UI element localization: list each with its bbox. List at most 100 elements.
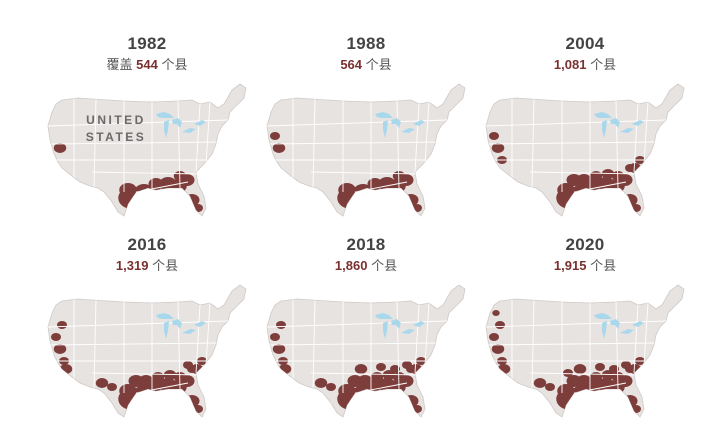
panel-year: 1982 xyxy=(127,34,167,53)
panel-1982: 1982 覆盖 544 个县 UNITED STATES xyxy=(32,34,262,234)
county-cluster xyxy=(621,361,631,369)
us-county-map xyxy=(266,83,466,217)
panel-county-count: 564 个县 xyxy=(340,57,392,72)
county-cluster xyxy=(270,132,280,140)
state-border xyxy=(49,141,219,145)
county-cluster xyxy=(492,310,500,316)
county-cluster xyxy=(128,375,144,387)
us-county-map xyxy=(266,284,466,418)
county-cluster xyxy=(314,378,328,388)
county-cluster xyxy=(159,177,177,191)
state-border xyxy=(205,302,211,366)
panel-2016: 2016 1,319 个县 xyxy=(32,235,262,435)
county-cluster xyxy=(390,365,400,373)
state-border xyxy=(414,304,420,374)
county-cluster xyxy=(376,363,386,371)
panel-2020: 2020 1,915 个县 xyxy=(470,235,700,435)
great-lakes xyxy=(594,112,644,138)
county-cluster xyxy=(491,143,505,153)
panel-year: 2018 xyxy=(346,235,386,254)
state-border xyxy=(486,119,667,127)
small-multiples-grid: 1982 覆盖 544 个县 UNITED STATES 1988 564 个县 … xyxy=(32,34,700,418)
state-border xyxy=(205,101,211,165)
county-cluster xyxy=(563,369,573,377)
state-border xyxy=(91,171,201,175)
county-cluster xyxy=(495,321,505,329)
county-cluster xyxy=(402,361,412,369)
state-border xyxy=(633,103,639,173)
county-cluster xyxy=(625,164,635,172)
county-cluster xyxy=(489,132,499,140)
county-cluster xyxy=(601,169,615,179)
state-border xyxy=(643,101,649,165)
county-cluster xyxy=(151,372,165,382)
great-lakes xyxy=(594,313,644,339)
us-landmass xyxy=(485,83,685,217)
county-cluster xyxy=(412,405,422,413)
panel-county-count: 覆盖 544 个县 xyxy=(106,57,188,72)
country-label: STATES xyxy=(86,130,147,144)
panel-year: 1988 xyxy=(346,34,386,53)
highlighted-counties xyxy=(51,321,207,413)
state-border xyxy=(49,342,219,346)
us-county-map: UNITED STATES xyxy=(47,83,247,217)
panel-county-count: 1,081 个县 xyxy=(553,57,617,72)
us-landmass xyxy=(47,83,247,217)
great-lakes xyxy=(375,313,425,339)
state-border xyxy=(643,302,649,366)
county-cluster xyxy=(370,372,384,382)
state-border xyxy=(486,320,667,328)
county-cluster xyxy=(107,383,117,391)
state-border xyxy=(267,119,448,127)
county-cluster xyxy=(609,365,619,373)
county-cluster xyxy=(53,344,67,354)
county-cluster xyxy=(589,372,603,382)
panel-2004: 2004 1,081 个县 xyxy=(470,34,700,234)
us-county-map xyxy=(485,83,685,217)
us-landmass xyxy=(266,284,466,418)
state-border xyxy=(487,342,657,346)
us-landmass xyxy=(485,284,685,418)
county-cluster xyxy=(597,378,615,392)
county-cluster xyxy=(347,375,363,387)
county-cluster xyxy=(159,378,177,392)
county-cluster xyxy=(95,378,109,388)
state-border xyxy=(633,304,639,374)
county-cluster xyxy=(193,204,203,212)
county-cluster xyxy=(354,364,368,374)
state-border xyxy=(310,171,420,175)
county-cluster xyxy=(631,204,641,212)
county-cluster xyxy=(272,143,286,153)
us-landmass xyxy=(47,284,247,418)
county-cluster xyxy=(378,378,396,392)
state-border xyxy=(424,302,430,366)
county-cluster xyxy=(378,177,396,191)
county-cluster xyxy=(276,321,286,329)
county-cluster xyxy=(270,333,280,341)
county-cluster xyxy=(533,378,547,388)
panel-year: 2020 xyxy=(565,235,605,254)
county-cluster xyxy=(193,405,203,413)
county-cluster xyxy=(57,321,67,329)
state-border xyxy=(268,342,438,346)
state-border xyxy=(310,372,420,376)
county-cluster xyxy=(382,370,396,380)
county-cluster xyxy=(601,370,615,380)
state-border xyxy=(48,320,229,328)
county-cluster xyxy=(545,383,555,391)
county-cluster xyxy=(53,143,67,153)
panel-year: 2004 xyxy=(565,34,605,53)
state-border xyxy=(529,171,639,175)
county-cluster xyxy=(183,361,193,369)
county-cluster xyxy=(595,363,605,371)
panel-year: 2016 xyxy=(127,235,167,254)
county-cluster xyxy=(51,333,61,341)
us-county-map xyxy=(485,284,685,418)
state-border xyxy=(195,304,201,374)
great-lakes xyxy=(375,112,425,138)
state-border xyxy=(424,101,430,165)
panel-1988: 1988 564 个县 xyxy=(251,34,481,234)
county-cluster xyxy=(566,375,582,387)
state-border xyxy=(268,141,438,145)
state-border xyxy=(195,103,201,173)
